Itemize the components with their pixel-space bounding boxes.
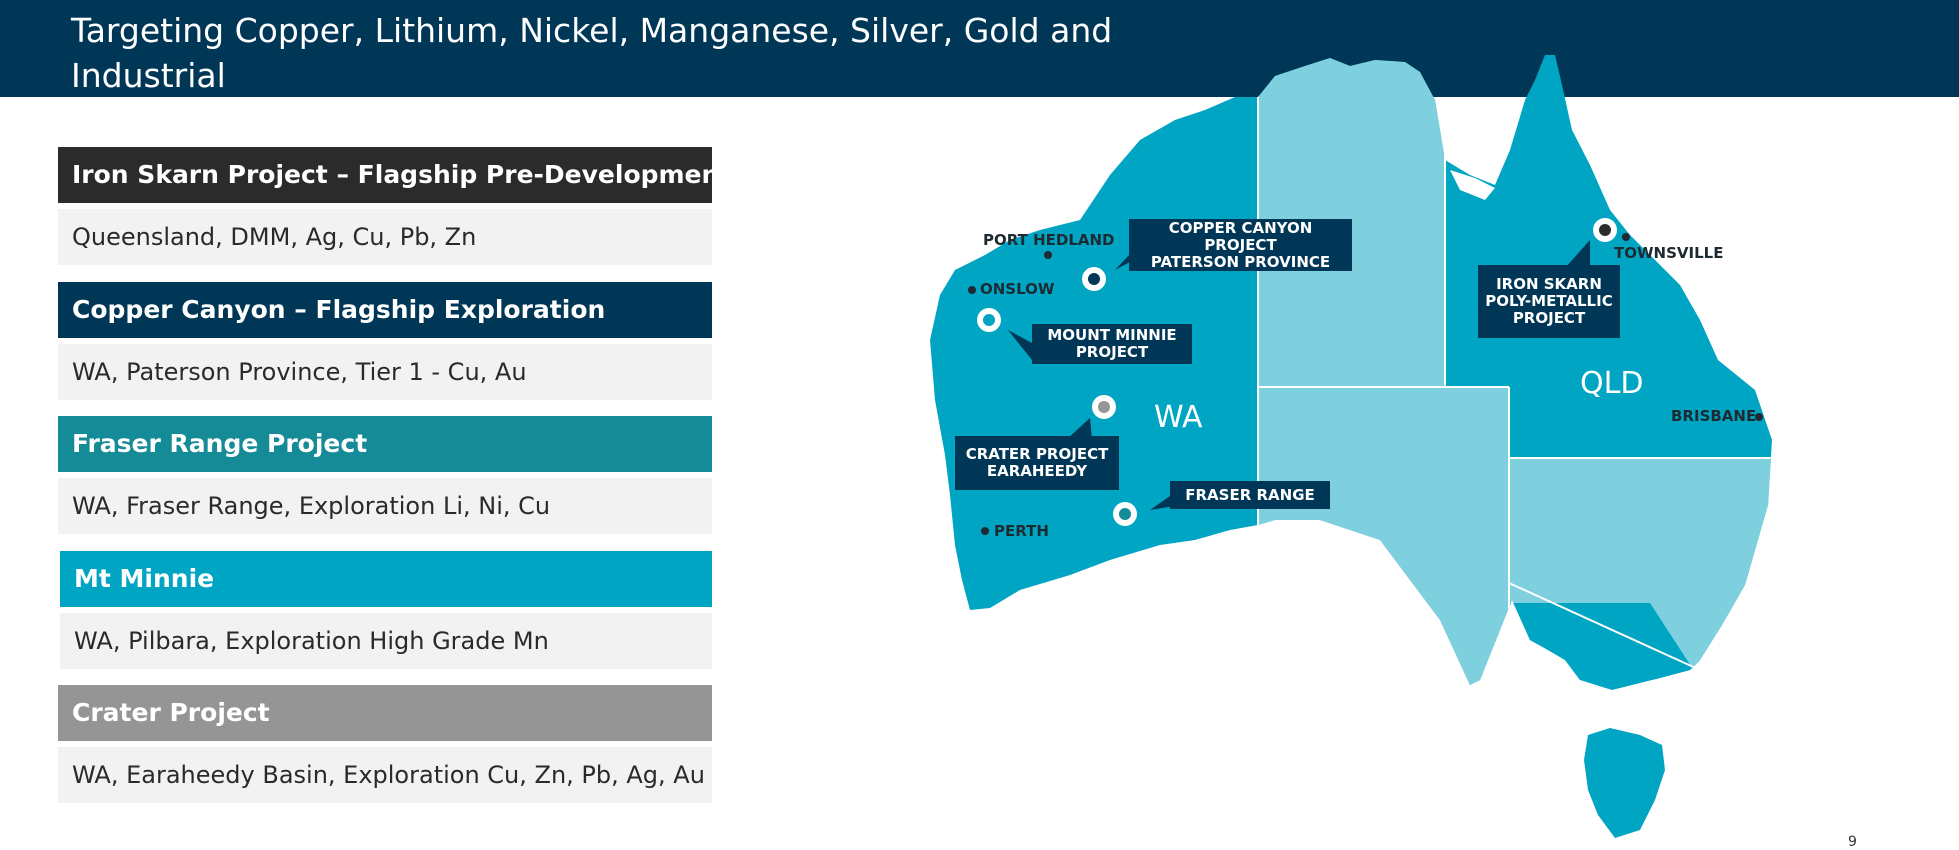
city-label-brisbane: BRISBANE xyxy=(1671,407,1757,425)
city-dot-port-hedland xyxy=(1044,251,1052,259)
tail-fraser-range xyxy=(1150,496,1175,510)
callout-iron-skarn-line-3: PROJECT xyxy=(1512,309,1586,327)
marker-iron-skarn xyxy=(1593,218,1617,242)
marker-crater xyxy=(1092,395,1116,419)
tail-iron-skarn xyxy=(1565,240,1590,268)
page-title-line-2: Mineral – Dense Media Magnetite (DMM) xyxy=(71,101,740,140)
city-label-perth: PERTH xyxy=(994,522,1049,540)
callout-copper-canyon: COPPER CANYON PROJECT PATERSON PROVINCE xyxy=(1129,219,1352,271)
marker-fraser-range xyxy=(1113,502,1137,526)
state-nt xyxy=(1258,55,1445,387)
marker-mount-minnie xyxy=(977,308,1001,332)
city-dot-brisbane xyxy=(1755,413,1763,421)
tail-crater xyxy=(1066,418,1092,440)
project-title-iron-skarn: Iron Skarn Project – Flagship Pre-Develo… xyxy=(58,147,731,203)
city-dot-townsville xyxy=(1622,233,1630,241)
tail-mount-minnie xyxy=(1008,330,1032,360)
project-title-mt-minnie: Mt Minnie xyxy=(60,551,712,607)
callout-crater-line-1: CRATER PROJECT xyxy=(965,445,1109,463)
callout-mount-minnie-line-1: MOUNT MINNIE xyxy=(1047,326,1177,344)
gulf-of-carpentaria xyxy=(1450,170,1495,200)
project-title-fraser-range: Fraser Range Project xyxy=(58,416,712,472)
callout-iron-skarn-line-1: IRON SKARN xyxy=(1496,275,1602,293)
project-details-fraser-range: WA, Fraser Range, Exploration Li, Ni, Cu xyxy=(58,478,712,534)
page-number: 9 xyxy=(1848,834,1857,850)
callout-iron-skarn: IRON SKARN POLY-METALLIC PROJECT xyxy=(1478,265,1620,338)
callout-crater-line-2: EARAHEEDY xyxy=(986,462,1088,480)
project-title-copper-canyon: Copper Canyon – Flagship Exploration xyxy=(58,282,712,338)
callout-mount-minnie-line-2: PROJECT xyxy=(1075,343,1149,361)
state-nsw xyxy=(1509,458,1772,603)
callout-crater: CRATER PROJECT EARAHEEDY xyxy=(955,436,1119,490)
city-dot-perth xyxy=(981,527,989,535)
marker-copper-canyon xyxy=(1082,267,1106,291)
state-label-qld: QLD xyxy=(1580,366,1644,401)
header-bar: Targeting Copper, Lithium, Nickel, Manga… xyxy=(0,0,1959,140)
callout-copper-canyon-line-1: COPPER CANYON PROJECT xyxy=(1168,218,1313,254)
city-dot-onslow xyxy=(968,286,976,294)
state-tasmania xyxy=(1584,728,1665,838)
project-details-crater: WA, Earaheedy Basin, Exploration Cu, Zn,… xyxy=(58,747,712,803)
state-label-wa: WA xyxy=(1154,400,1203,435)
callout-fraser-range: FRASER RANGE xyxy=(1170,481,1330,509)
city-label-port-hedland: PORT HEDLAND xyxy=(983,231,1115,249)
callout-iron-skarn-line-2: POLY-METALLIC xyxy=(1485,292,1613,310)
mainland-states xyxy=(930,55,1772,690)
project-details-copper-canyon: WA, Paterson Province, Tier 1 - Cu, Au xyxy=(58,344,712,400)
page-title-line-1: Targeting Copper, Lithium, Nickel, Manga… xyxy=(71,11,1113,95)
city-label-onslow: ONSLOW xyxy=(980,280,1055,298)
city-label-townsville: TOWNSVILLE xyxy=(1614,244,1724,262)
project-details-iron-skarn: Queensland, DMM, Ag, Cu, Pb, Zn xyxy=(58,209,712,265)
page-title: Targeting Copper, Lithium, Nickel, Manga… xyxy=(71,8,1271,143)
state-sa xyxy=(1258,387,1509,690)
callout-mount-minnie: MOUNT MINNIE PROJECT xyxy=(1032,324,1192,364)
project-title-crater: Crater Project xyxy=(58,685,712,741)
callout-copper-canyon-line-2: PATERSON PROVINCE xyxy=(1150,252,1331,271)
project-details-mt-minnie: WA, Pilbara, Exploration High Grade Mn xyxy=(60,613,712,669)
callout-fraser-range-line-1: FRASER RANGE xyxy=(1185,485,1315,504)
